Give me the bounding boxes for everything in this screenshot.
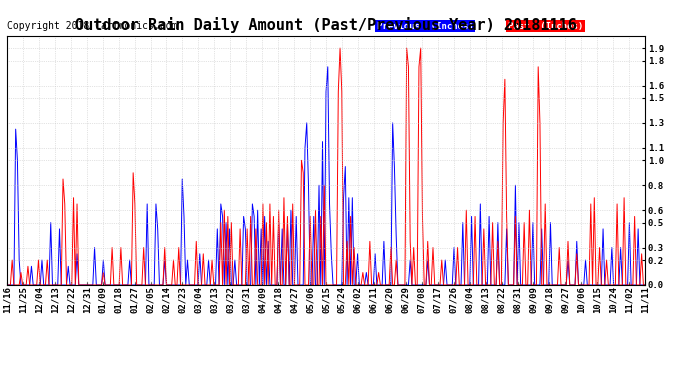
Text: Copyright 2018 Cartronics.com: Copyright 2018 Cartronics.com <box>7 21 177 31</box>
Text: Previous  (Inches): Previous (Inches) <box>377 22 474 31</box>
Text: Past  (Inches): Past (Inches) <box>508 22 583 31</box>
Title: Outdoor Rain Daily Amount (Past/Previous Year) 20181116: Outdoor Rain Daily Amount (Past/Previous… <box>75 17 577 33</box>
